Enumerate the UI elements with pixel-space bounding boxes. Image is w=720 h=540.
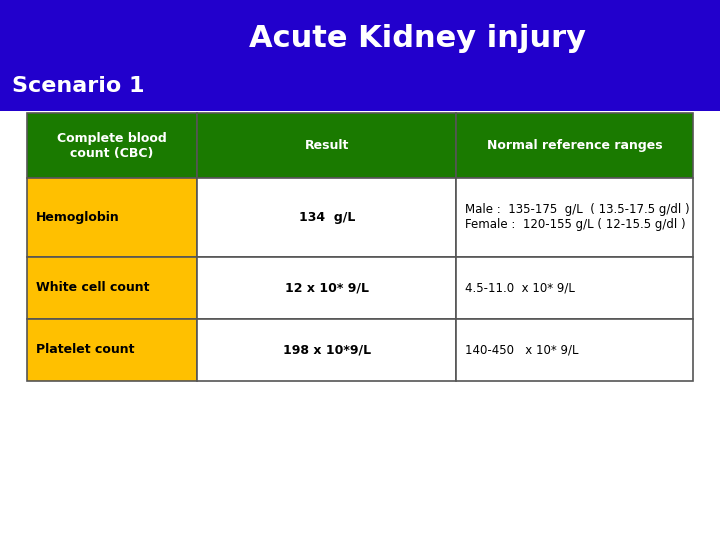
Text: 12 x 10* 9/L: 12 x 10* 9/L [284,281,369,294]
Bar [197,178,456,256]
Text: 134  g/L: 134 g/L [299,211,355,224]
Bar [27,178,197,256]
Bar [0,0,720,111]
Text: 140-450   x 10* 9/L: 140-450 x 10* 9/L [465,343,579,356]
Bar [456,319,693,381]
Text: Male :  135-175  g/L  ( 13.5-17.5 g/dl )
Female :  120-155 g/L ( 12-15.5 g/dl ): Male : 135-175 g/L ( 13.5-17.5 g/dl ) Fe… [465,204,690,231]
Text: Normal reference ranges: Normal reference ranges [487,139,662,152]
Bar [197,256,456,319]
Text: Platelet count: Platelet count [36,343,135,356]
Text: Complete blood
count (CBC): Complete blood count (CBC) [58,132,167,160]
Text: Result: Result [305,139,349,152]
Bar [197,319,456,381]
Text: Scenario 1: Scenario 1 [12,76,145,96]
Bar [456,113,693,178]
Text: Hemoglobin: Hemoglobin [36,211,120,224]
Text: 198 x 10*9/L: 198 x 10*9/L [283,343,371,356]
Bar [27,113,197,178]
Bar [197,113,456,178]
Text: White cell count: White cell count [36,281,150,294]
Text: Acute Kidney injury: Acute Kidney injury [249,24,586,53]
Bar [456,178,693,256]
Bar [27,319,197,381]
Bar [27,256,197,319]
Bar [456,256,693,319]
Text: 4.5-11.0  x 10* 9/L: 4.5-11.0 x 10* 9/L [465,281,575,294]
